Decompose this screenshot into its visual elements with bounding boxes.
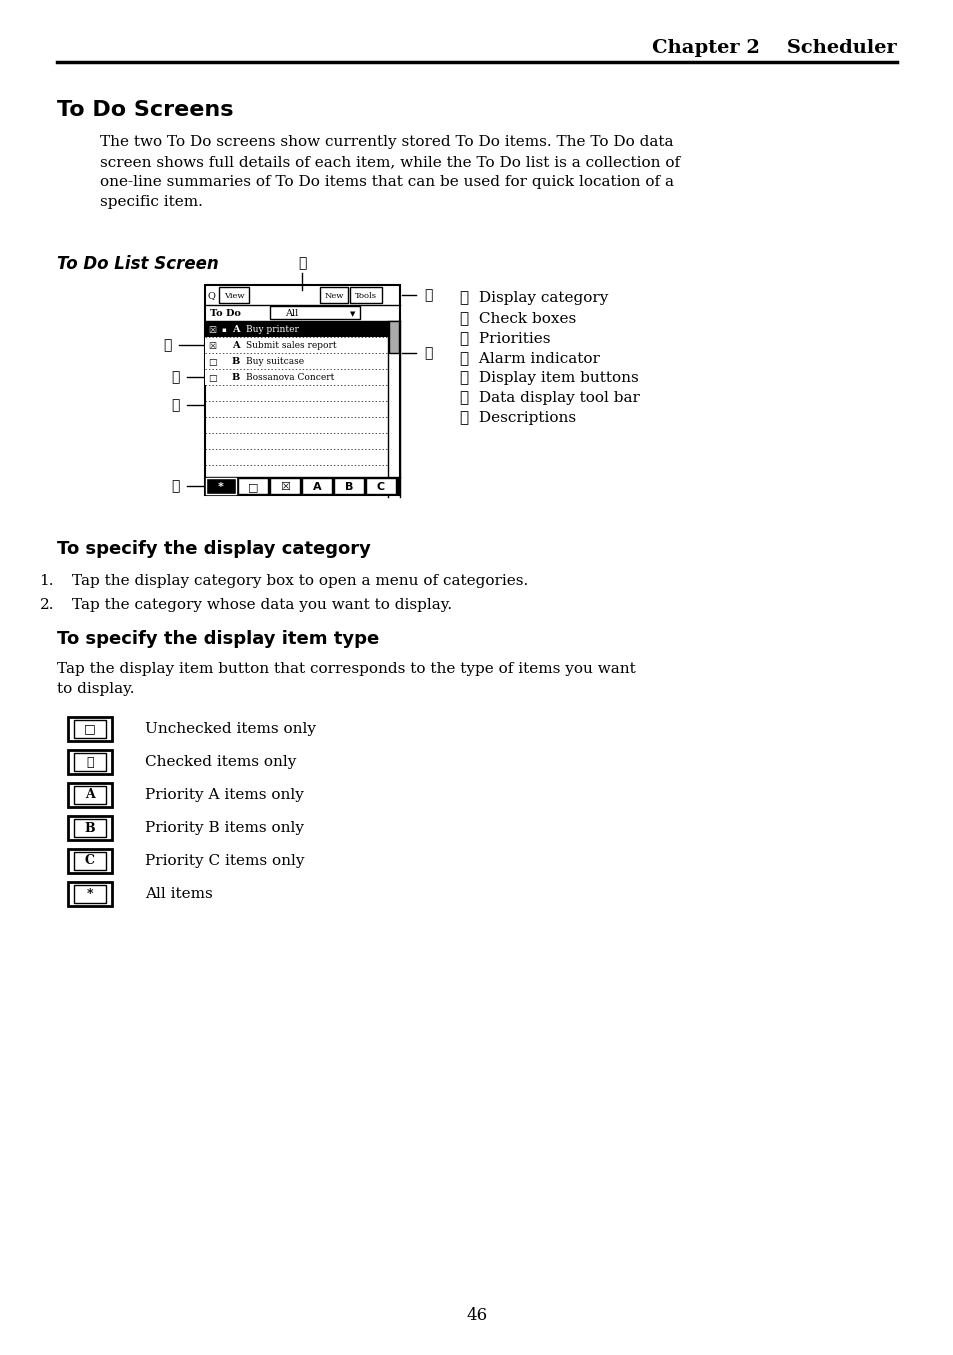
Text: To Do Screens: To Do Screens — [57, 100, 233, 121]
Text: Tools: Tools — [355, 291, 376, 299]
Bar — [68, 751, 112, 774]
Text: *: * — [218, 482, 224, 492]
Text: B: B — [85, 821, 95, 835]
Bar — [219, 287, 249, 304]
Bar — [74, 852, 106, 870]
Text: □: □ — [208, 374, 216, 382]
Text: ④  Alarm indicator: ④ Alarm indicator — [459, 351, 599, 364]
Text: Tap the display item button that corresponds to the type of items you want: Tap the display item button that corresp… — [57, 663, 635, 676]
Text: B: B — [344, 482, 353, 492]
Text: All: All — [285, 309, 298, 318]
Bar — [74, 885, 106, 902]
Bar — [74, 818, 106, 837]
Text: To specify the display item type: To specify the display item type — [57, 630, 379, 648]
Text: A: A — [232, 341, 239, 351]
Text: To Do: To Do — [210, 309, 240, 318]
Text: All items: All items — [145, 888, 213, 901]
Text: ③: ③ — [171, 370, 179, 383]
Text: Buy printer: Buy printer — [246, 325, 298, 335]
Text: 1.: 1. — [39, 575, 54, 588]
Bar — [68, 816, 112, 840]
Bar — [74, 753, 106, 771]
Text: *: * — [87, 888, 93, 901]
Bar — [319, 287, 348, 304]
Text: ⑥  Data display tool bar: ⑥ Data display tool bar — [459, 392, 639, 405]
Text: ▼: ▼ — [350, 312, 355, 317]
Bar — [74, 786, 106, 804]
Text: □: □ — [208, 358, 216, 366]
Text: ☒: ☒ — [280, 482, 290, 492]
Text: ⑦: ⑦ — [423, 346, 432, 360]
Text: 46: 46 — [466, 1306, 487, 1324]
Text: to display.: to display. — [57, 682, 134, 696]
Bar — [350, 287, 381, 304]
Text: View: View — [224, 291, 244, 299]
Text: To Do List Screen: To Do List Screen — [57, 255, 218, 272]
Text: New: New — [324, 291, 343, 299]
Text: Submit sales report: Submit sales report — [246, 341, 336, 351]
Text: ④: ④ — [171, 398, 179, 412]
Text: ③  Priorities: ③ Priorities — [459, 331, 550, 346]
Text: ②: ② — [163, 337, 171, 352]
Bar — [205, 337, 388, 354]
Bar — [68, 850, 112, 873]
Text: Tap the category whose data you want to display.: Tap the category whose data you want to … — [71, 598, 452, 612]
Bar — [205, 285, 399, 495]
Text: A: A — [232, 325, 239, 335]
Bar — [205, 477, 399, 495]
Bar — [389, 321, 398, 354]
Bar — [206, 478, 235, 495]
Text: C: C — [376, 482, 385, 492]
Text: ☒: ☒ — [86, 756, 93, 768]
Text: one-line summaries of To Do items that can be used for quick location of a: one-line summaries of To Do items that c… — [100, 175, 673, 188]
Text: Chapter 2    Scheduler: Chapter 2 Scheduler — [652, 39, 896, 57]
Text: ▼: ▼ — [391, 489, 396, 495]
Text: ②  Check boxes: ② Check boxes — [459, 312, 576, 325]
Bar — [237, 478, 268, 495]
Text: ☒: ☒ — [208, 325, 215, 335]
Text: Buy suitcase: Buy suitcase — [246, 358, 304, 366]
Text: Tap the display category box to open a menu of categories.: Tap the display category box to open a m… — [71, 575, 528, 588]
Text: Q: Q — [207, 291, 214, 301]
Text: To specify the display category: To specify the display category — [57, 541, 371, 558]
Bar — [74, 720, 106, 738]
Text: Priority A items only: Priority A items only — [145, 789, 304, 802]
Bar — [302, 478, 332, 495]
Text: A: A — [85, 789, 94, 802]
Bar — [270, 306, 359, 318]
Text: The two To Do screens show currently stored To Do items. The To Do data: The two To Do screens show currently sto… — [100, 136, 673, 149]
Bar — [68, 882, 112, 906]
Bar — [68, 783, 112, 808]
Bar — [270, 478, 299, 495]
Text: ⑤  Display item buttons: ⑤ Display item buttons — [459, 371, 639, 385]
Text: A: A — [313, 482, 321, 492]
Text: ⑥: ⑥ — [423, 289, 432, 302]
Text: ①  Display category: ① Display category — [459, 291, 608, 305]
Text: □: □ — [84, 722, 95, 736]
Text: screen shows full details of each item, while the To Do list is a collection of: screen shows full details of each item, … — [100, 154, 679, 169]
Text: ▪: ▪ — [221, 327, 226, 333]
Text: □: □ — [248, 482, 258, 492]
Text: ⑤: ⑤ — [171, 480, 179, 493]
Text: B: B — [232, 374, 240, 382]
Bar — [334, 478, 364, 495]
Text: ①: ① — [297, 256, 306, 270]
Bar — [205, 321, 388, 337]
Bar — [205, 354, 388, 369]
Text: Priority C items only: Priority C items only — [145, 854, 304, 869]
Text: ☒: ☒ — [208, 341, 215, 351]
Text: specific item.: specific item. — [100, 195, 203, 209]
Text: ⑦  Descriptions: ⑦ Descriptions — [459, 411, 576, 425]
Bar — [366, 478, 395, 495]
Bar — [205, 369, 388, 385]
Text: Priority B items only: Priority B items only — [145, 821, 304, 835]
Text: B: B — [232, 358, 240, 366]
Text: 2.: 2. — [39, 598, 54, 612]
Text: C: C — [85, 855, 95, 867]
Text: Bossanova Concert: Bossanova Concert — [246, 374, 334, 382]
Text: Checked items only: Checked items only — [145, 755, 296, 770]
Text: Unchecked items only: Unchecked items only — [145, 722, 315, 736]
Bar — [68, 717, 112, 741]
